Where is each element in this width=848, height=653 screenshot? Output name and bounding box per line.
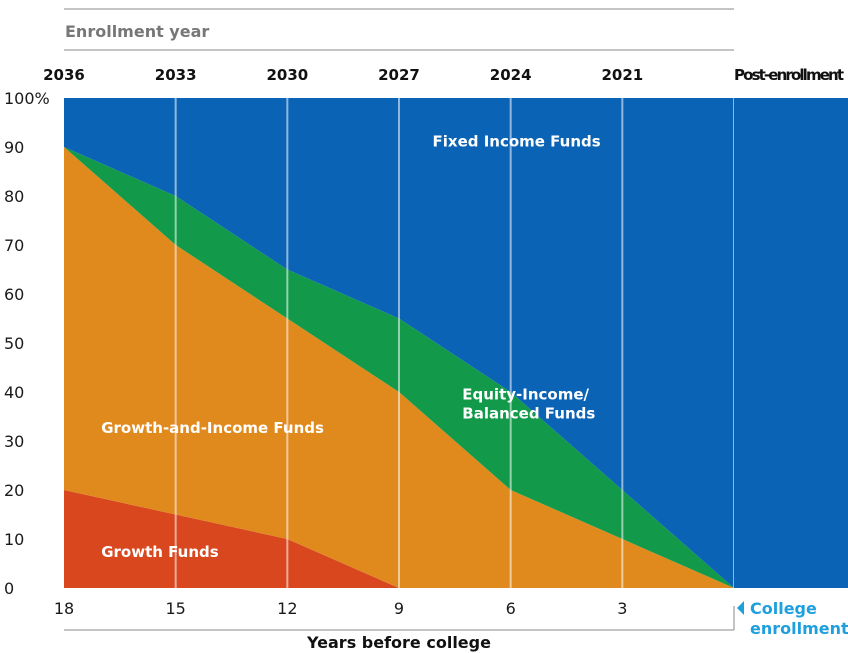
area-labels: Growth Funds Growth-and-Income Funds Equit… xyxy=(101,133,601,561)
top-year-label: Post-enrollment xyxy=(734,66,844,84)
y-tick-label: 30 xyxy=(4,432,24,451)
y-tick-label: 90 xyxy=(4,138,24,157)
area-fixed-income-funds xyxy=(64,98,734,588)
area-label-equity-income-balanced-funds: Balanced Funds xyxy=(462,404,595,422)
top-year-label: 2021 xyxy=(601,66,643,84)
top-year-label: 2036 xyxy=(43,66,85,84)
area-label-growth-funds: Growth Funds xyxy=(101,543,219,561)
area-label-growth-and-income-funds: Growth-and-Income Funds xyxy=(101,419,324,437)
top-year-label: 2024 xyxy=(490,66,532,84)
top-year-labels: 2036 2033 2030 2027 2024 2021 Post-enrollment xyxy=(43,66,844,84)
enrollment-arrow-icon xyxy=(737,601,744,615)
x-axis-label: Years before college xyxy=(306,633,491,652)
x-tick-label: 3 xyxy=(617,599,627,618)
y-tick-labels: 0 10 20 30 40 50 60 70 80 90 100% xyxy=(4,89,50,598)
top-axis-title: Enrollment year xyxy=(65,22,209,41)
y-tick-label: 70 xyxy=(4,236,24,255)
area-label-equity-income-balanced-funds: Equity-Income/ xyxy=(462,385,589,403)
top-year-label: 2033 xyxy=(155,66,197,84)
enrollment-label-line-2: enrollment xyxy=(750,619,848,638)
area-growth-funds xyxy=(64,490,734,588)
post-enrollment-block xyxy=(734,98,848,588)
y-tick-label: 20 xyxy=(4,481,24,500)
x-tick-label: 18 xyxy=(54,599,74,618)
x-tick-label: 12 xyxy=(277,599,297,618)
x-tick-label: 6 xyxy=(506,599,516,618)
y-tick-label: 0 xyxy=(4,579,14,598)
x-tick-label: 15 xyxy=(165,599,185,618)
area-label-fixed-income-funds: Fixed Income Funds xyxy=(433,133,601,151)
y-tick-label: 50 xyxy=(4,334,24,353)
y-tick-label: 100% xyxy=(4,89,50,108)
top-year-label: 2030 xyxy=(266,66,308,84)
top-year-label: 2027 xyxy=(378,66,420,84)
y-tick-label: 10 xyxy=(4,530,24,549)
x-tick-labels: 18 15 12 9 6 3 xyxy=(54,599,628,618)
y-tick-label: 60 xyxy=(4,285,24,304)
y-tick-label: 80 xyxy=(4,187,24,206)
enrollment-label-line-1: College xyxy=(750,599,817,618)
y-tick-label: 40 xyxy=(4,383,24,402)
x-tick-label: 9 xyxy=(394,599,404,618)
area-growth-and-income-funds xyxy=(64,147,734,588)
